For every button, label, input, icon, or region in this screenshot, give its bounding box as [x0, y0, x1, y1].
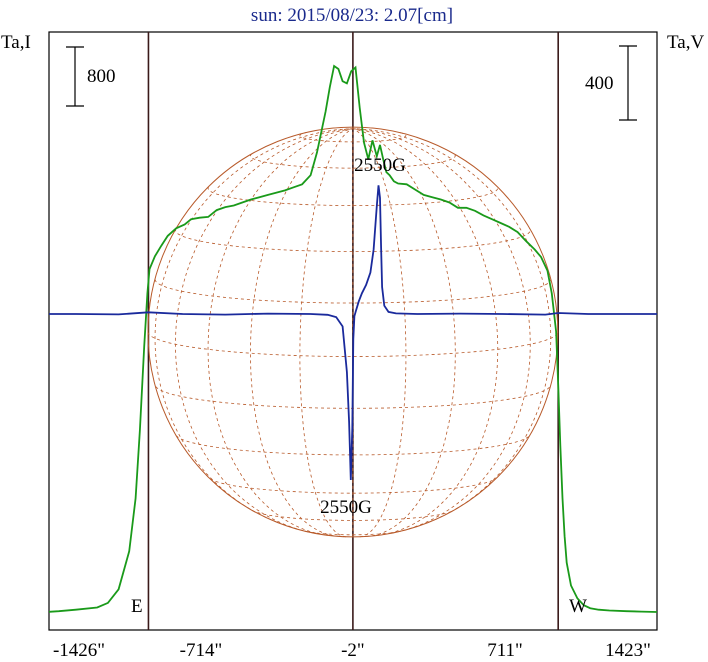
solar-latitude-line [299, 132, 407, 143]
solar-longitude-line [352, 128, 407, 538]
solar-longitude-line [352, 128, 531, 534]
solar-disk [147, 126, 559, 538]
field-strength-label-top: 2550G [354, 155, 406, 176]
solar-longitude-line [250, 128, 353, 537]
solar-longitude-line [299, 128, 354, 538]
x-tick-label: 1423" [605, 640, 651, 661]
solar-latitude-line [251, 509, 454, 521]
intensity-series-line [48, 64, 658, 613]
solar-latitude-line [175, 228, 531, 252]
right-axis-label: Ta,V [667, 32, 704, 53]
west-limb-label: W [569, 596, 587, 617]
solar-latitude-line [147, 331, 559, 357]
polarization-series-line [49, 185, 657, 481]
solar-longitude-line [154, 128, 353, 523]
x-tick-label: -2" [341, 640, 365, 661]
solar-longitude-line [352, 128, 499, 536]
solar-longitude-line [175, 128, 353, 534]
chart-title: sun: 2015/08/23: 2.07[cm] [251, 5, 453, 26]
right-scale-value: 400 [585, 73, 614, 94]
solar-longitude-line [352, 128, 456, 537]
east-limb-label: E [131, 596, 143, 617]
x-tick-label: 711" [487, 640, 523, 661]
solar-longitude-line [352, 128, 552, 523]
solar-latitude-line [304, 530, 402, 536]
x-tick-label: -1426" [53, 640, 105, 661]
left-axis-label: Ta,I [1, 32, 31, 53]
solar-latitude-line [210, 478, 496, 494]
solar-latitude-line [250, 153, 456, 169]
solar-latitude-line [154, 279, 552, 304]
solar-longitude-line [207, 128, 353, 536]
solar-latitude-line [175, 435, 530, 456]
field-strength-label-bottom: 2550G [320, 497, 372, 518]
solar-latitude-line [207, 186, 499, 206]
x-tick-label: -714" [180, 640, 223, 661]
left-scale-value: 800 [87, 66, 116, 87]
